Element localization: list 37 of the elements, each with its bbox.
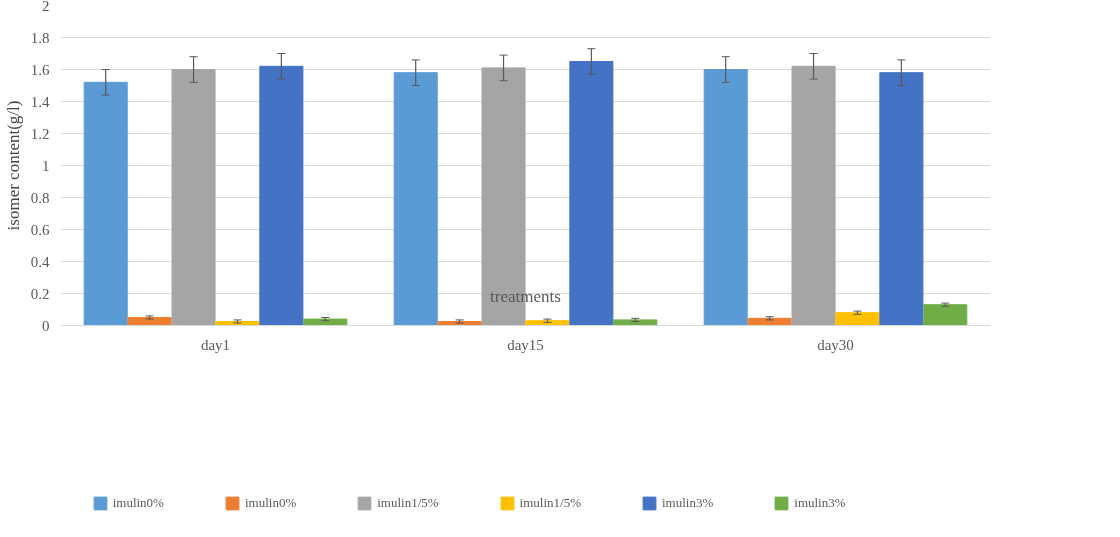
bar xyxy=(525,320,570,326)
legend-label: imulin1/5% xyxy=(519,494,581,511)
y-tick-label: 1.6 xyxy=(30,61,50,78)
y-axis-title: isomer content(g/l) xyxy=(3,100,23,231)
bar xyxy=(171,69,216,326)
y-tick-label: 0.4 xyxy=(30,253,50,270)
bar xyxy=(613,319,658,326)
y-tick-label: 2 xyxy=(42,0,50,14)
y-tick-label: 1.8 xyxy=(30,29,50,46)
x-tick-label: day1 xyxy=(200,336,231,353)
y-tick-label: 1.2 xyxy=(30,125,50,142)
legend-label: imulin3% xyxy=(794,494,846,511)
y-tick-label: 0.2 xyxy=(30,285,50,302)
bar xyxy=(127,317,172,326)
bar xyxy=(923,304,968,326)
x-tick-label: day15 xyxy=(507,336,544,353)
bar xyxy=(879,72,924,326)
bar xyxy=(393,72,438,326)
y-tick-label: 0.8 xyxy=(30,189,50,206)
legend-label: imulin3% xyxy=(662,494,714,511)
y-tick-label: 1.4 xyxy=(30,93,50,110)
x-tick-label: day30 xyxy=(817,336,854,353)
y-tick-label: 0 xyxy=(42,317,50,334)
legend-label: imulin1/5% xyxy=(377,494,439,511)
bar xyxy=(569,61,614,326)
bar xyxy=(259,65,304,326)
bar xyxy=(835,312,880,326)
bar xyxy=(791,65,836,326)
legend-label: imulin0% xyxy=(244,494,297,511)
bar xyxy=(303,318,348,326)
bar xyxy=(703,69,748,326)
annotation: treatments xyxy=(490,287,561,307)
y-tick-label: 0.6 xyxy=(30,221,50,238)
y-tick-label: 1 xyxy=(42,157,50,174)
legend-label: imulin0% xyxy=(112,494,164,511)
bar xyxy=(83,81,128,326)
bar xyxy=(747,317,792,326)
